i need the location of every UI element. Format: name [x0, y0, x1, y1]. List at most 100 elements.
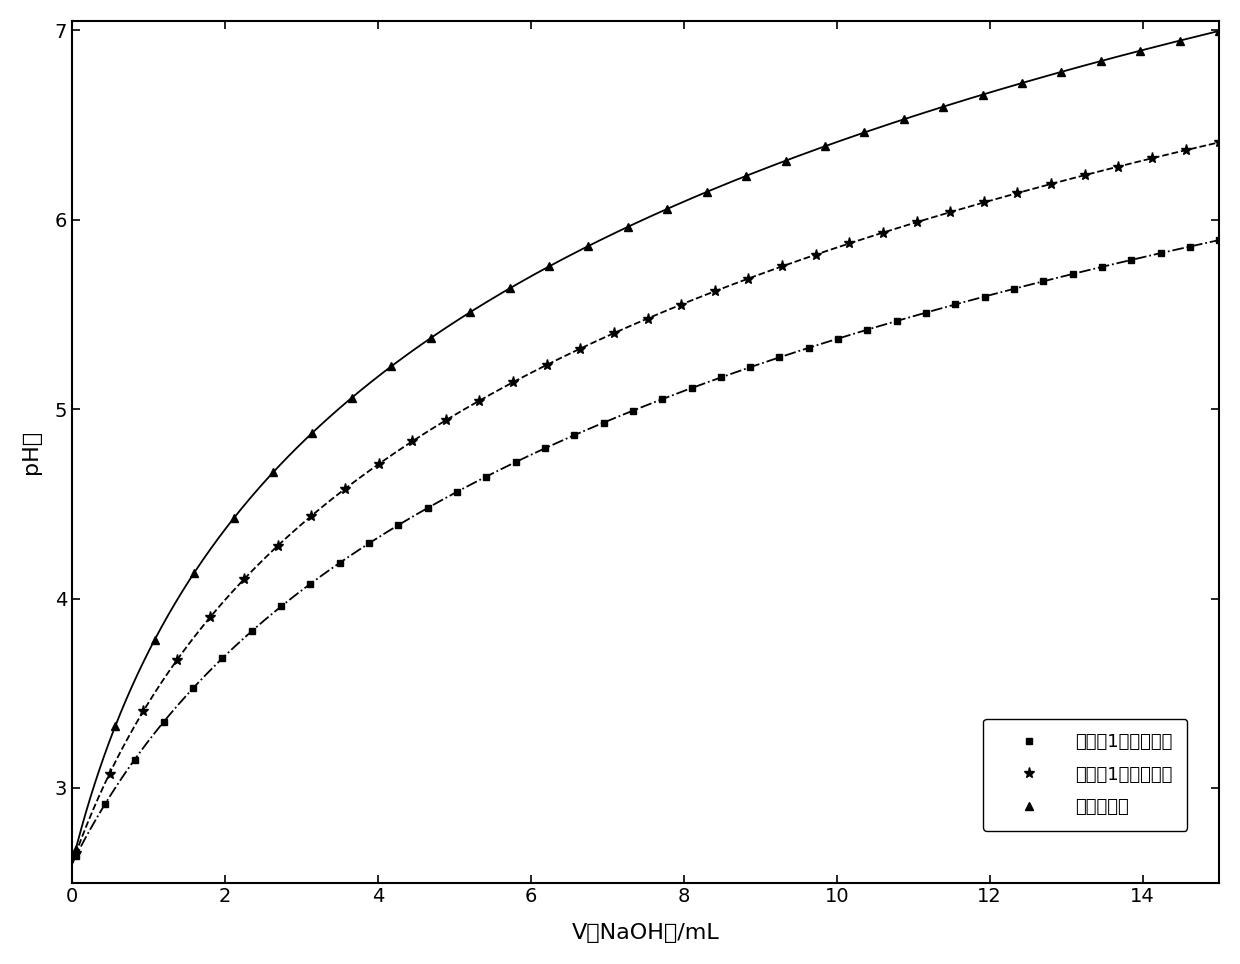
对比例1制得锳鞎剂 — [1007, 283, 1022, 295]
实施例1制得锳鞎剂 — [472, 395, 487, 407]
对比例1制得锳鞎剂 — [68, 850, 83, 862]
对比例1制得锳鞎剂 — [274, 601, 289, 612]
实施例1制得锳鞎剂 — [1211, 137, 1226, 148]
硫酸锳溶液 — [936, 101, 951, 113]
硫酸锳溶液 — [502, 282, 517, 294]
实施例1制得锳鞎剂 — [640, 312, 655, 324]
实施例1制得锳鞎剂 — [976, 197, 991, 208]
硫酸锳溶液 — [1094, 55, 1109, 67]
实施例1制得锳鞎剂 — [102, 768, 117, 780]
硫酸锳溶液 — [265, 467, 280, 478]
对比例1制得锳鞎剂 — [596, 416, 611, 428]
硫酸锳溶液 — [1211, 25, 1226, 37]
对比例1制得锳鞎剂 — [773, 352, 787, 363]
对比例1制得锳鞎剂 — [1123, 254, 1138, 266]
对比例1制得锳鞎剂 — [126, 754, 141, 765]
实施例1制得锳鞎剂 — [1145, 152, 1159, 164]
实施例1制得锳鞎剂 — [673, 299, 688, 310]
实施例1制得锳鞎剂 — [775, 260, 790, 272]
对比例1制得锳鞎剂 — [215, 653, 229, 664]
硫酸锳溶液 — [542, 260, 557, 272]
Line: 实施例1制得锳鞎剂: 实施例1制得锳鞎剂 — [71, 137, 1225, 859]
硫酸锳溶液 — [463, 307, 477, 318]
实施例1制得锳鞎剂 — [573, 343, 588, 355]
实施例1制得锳鞎剂 — [439, 415, 454, 426]
实施例1制得锳鞎剂 — [707, 285, 722, 297]
硫酸锳溶液 — [148, 633, 162, 645]
实施例1制得锳鞎剂 — [203, 611, 218, 623]
硫酸锳溶液 — [108, 720, 123, 732]
实施例1制得锳鞎剂 — [875, 227, 890, 238]
对比例1制得锳鞎剂 — [420, 502, 435, 514]
实施例1制得锳鞎剂 — [270, 540, 285, 551]
对比例1制得锳鞎剂 — [977, 291, 992, 303]
实施例1制得锳鞎剂 — [808, 249, 823, 260]
对比例1制得锳鞎剂 — [1095, 261, 1110, 273]
对比例1制得锳鞎剂 — [1183, 241, 1198, 253]
硫酸锳溶液 — [305, 427, 320, 439]
实施例1制得锳鞎剂 — [909, 217, 924, 228]
硫酸锳溶液 — [1133, 45, 1148, 57]
硫酸锳溶液 — [226, 513, 241, 524]
硫酸锳溶液 — [777, 155, 792, 167]
硫酸锳溶液 — [857, 126, 872, 138]
对比例1制得锳鞎剂 — [743, 362, 758, 373]
对比例1制得锳鞎剂 — [508, 456, 523, 468]
Legend: 对比例1制得锳鞎剂, 实施例1制得锳鞎剂, 硫酸锳溶液: 对比例1制得锳鞎剂, 实施例1制得锳鞎剂, 硫酸锳溶液 — [983, 719, 1187, 831]
Line: 硫酸锳溶液: 硫酸锳溶液 — [72, 27, 1224, 853]
实施例1制得锳鞎剂 — [506, 377, 521, 388]
对比例1制得锳鞎剂 — [655, 393, 670, 405]
对比例1制得锳鞎剂 — [947, 299, 962, 310]
硫酸锳溶液 — [1014, 77, 1029, 89]
对比例1制得锳鞎剂 — [303, 578, 317, 590]
对比例1制得锳鞎剂 — [391, 520, 405, 531]
实施例1制得锳鞎剂 — [1078, 170, 1092, 181]
对比例1制得锳鞎剂 — [684, 383, 699, 394]
硫酸锳溶液 — [345, 392, 360, 404]
实施例1制得锳鞎剂 — [68, 847, 83, 859]
硫酸锳溶液 — [68, 843, 83, 854]
对比例1制得锳鞎剂 — [98, 798, 113, 810]
硫酸锳溶液 — [187, 567, 202, 578]
对比例1制得锳鞎剂 — [186, 683, 201, 694]
硫酸锳溶液 — [1054, 67, 1069, 78]
对比例1制得锳鞎剂 — [831, 333, 846, 344]
对比例1制得锳鞎剂 — [567, 429, 582, 441]
对比例1制得锳鞎剂 — [889, 315, 904, 327]
Line: 对比例1制得锳鞎剂: 对比例1制得锳鞎剂 — [72, 236, 1223, 860]
实施例1制得锳鞎剂 — [371, 459, 386, 470]
实施例1制得锳鞎剂 — [842, 238, 857, 250]
Y-axis label: pH値: pH値 — [21, 430, 41, 473]
实施例1制得锳鞎剂 — [304, 510, 319, 522]
实施例1制得锳鞎剂 — [237, 574, 252, 585]
对比例1制得锳鞎剂 — [156, 716, 171, 728]
硫酸锳溶液 — [660, 203, 675, 215]
对比例1制得锳鞎剂 — [801, 342, 816, 354]
实施例1制得锳鞎剂 — [606, 328, 621, 339]
对比例1制得锳鞎剂 — [537, 442, 552, 454]
实施例1制得锳鞎剂 — [742, 273, 756, 284]
硫酸锳溶液 — [975, 89, 990, 100]
硫酸锳溶液 — [739, 170, 754, 181]
硫酸锳溶液 — [1172, 35, 1187, 46]
对比例1制得锳鞎剂 — [244, 626, 259, 637]
对比例1制得锳鞎剂 — [450, 486, 465, 497]
对比例1制得锳鞎剂 — [713, 372, 728, 384]
硫酸锳溶液 — [384, 361, 399, 372]
硫酸锳溶液 — [699, 186, 714, 198]
对比例1制得锳鞎剂 — [919, 307, 934, 318]
硫酸锳溶液 — [620, 221, 635, 232]
对比例1制得锳鞎剂 — [625, 405, 640, 416]
实施例1制得锳鞎剂 — [1178, 145, 1193, 156]
对比例1制得锳鞎剂 — [1065, 268, 1080, 280]
硫酸锳溶液 — [897, 114, 911, 125]
实施例1制得锳鞎剂 — [942, 206, 957, 218]
实施例1制得锳鞎剂 — [404, 436, 419, 447]
硫酸锳溶液 — [817, 141, 832, 152]
实施例1制得锳鞎剂 — [1111, 161, 1126, 173]
实施例1制得锳鞎剂 — [1009, 187, 1024, 199]
对比例1制得锳鞎剂 — [1153, 248, 1168, 259]
实施例1制得锳鞎剂 — [170, 655, 185, 666]
X-axis label: V（NaOH）/mL: V（NaOH）/mL — [572, 924, 719, 943]
对比例1制得锳鞎剂 — [1211, 234, 1226, 246]
